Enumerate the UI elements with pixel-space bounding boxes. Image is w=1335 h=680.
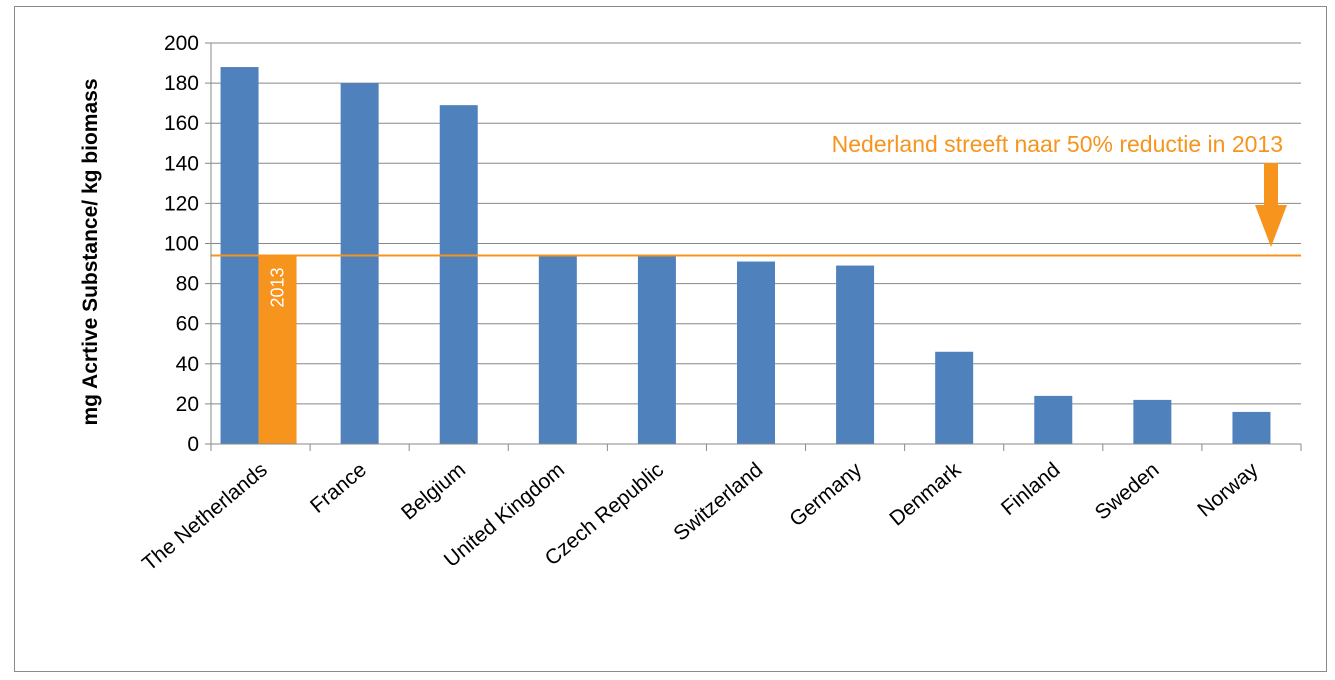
y-tick-label: 60: [176, 313, 199, 336]
x-category-label: Belgium: [397, 458, 470, 524]
y-axis-label: mg Acrtive Substance/ kg biomass: [79, 78, 102, 425]
bar: [836, 265, 875, 444]
y-tick-label: 140: [164, 152, 199, 175]
y-tick-label: 20: [176, 393, 199, 416]
bar: [637, 255, 676, 444]
bar: [1034, 395, 1073, 444]
y-tick-label: 200: [164, 32, 199, 55]
y-tick-label: 160: [164, 112, 199, 135]
x-category-label: The Netherlands: [138, 458, 272, 575]
bar: [935, 351, 974, 444]
gridlines: [211, 42, 1301, 405]
x-category-label: Germany: [785, 458, 866, 531]
y-tick-label: 120: [164, 192, 199, 215]
y-tick-label: 100: [164, 233, 199, 256]
y-tick-label: 180: [164, 72, 199, 95]
bar: [1133, 399, 1172, 444]
y-axis-ticks: 0 20 40 60 80 100 120 140 160 180 200: [164, 32, 211, 456]
bar: [340, 83, 379, 444]
y-tick-label: 0: [187, 433, 199, 456]
bars: 2013: [211, 67, 1301, 444]
y-tick-label: 40: [176, 353, 199, 376]
axes: [210, 43, 1302, 451]
x-category-label: Finland: [997, 458, 1065, 520]
reduction-annotation: Nederland streeft naar 50% reductie in 2…: [832, 131, 1283, 157]
bar: [1232, 411, 1271, 444]
target-bar: [258, 255, 297, 444]
y-tick-label: 80: [176, 273, 199, 296]
target-bar-label: 2013: [268, 268, 288, 308]
x-category-label: Denmark: [885, 458, 965, 531]
x-category-label: Norway: [1193, 458, 1263, 522]
x-category-label: France: [306, 458, 371, 518]
bar: [439, 105, 478, 444]
chart-frame: 0 20 40 60 80 100 120 140 160 180 200 2013 The Net…: [14, 6, 1327, 672]
bar: [538, 255, 577, 444]
bar-chart: 0 20 40 60 80 100 120 140 160 180 200 2013 The Net…: [79, 32, 1302, 576]
arrow-head: [1255, 205, 1287, 247]
bar: [737, 261, 775, 444]
down-arrow-icon: [1255, 163, 1287, 247]
arrow-shaft: [1264, 163, 1278, 205]
x-category-label: Switzerland: [669, 458, 767, 545]
x-category-label: Sweden: [1091, 458, 1164, 524]
